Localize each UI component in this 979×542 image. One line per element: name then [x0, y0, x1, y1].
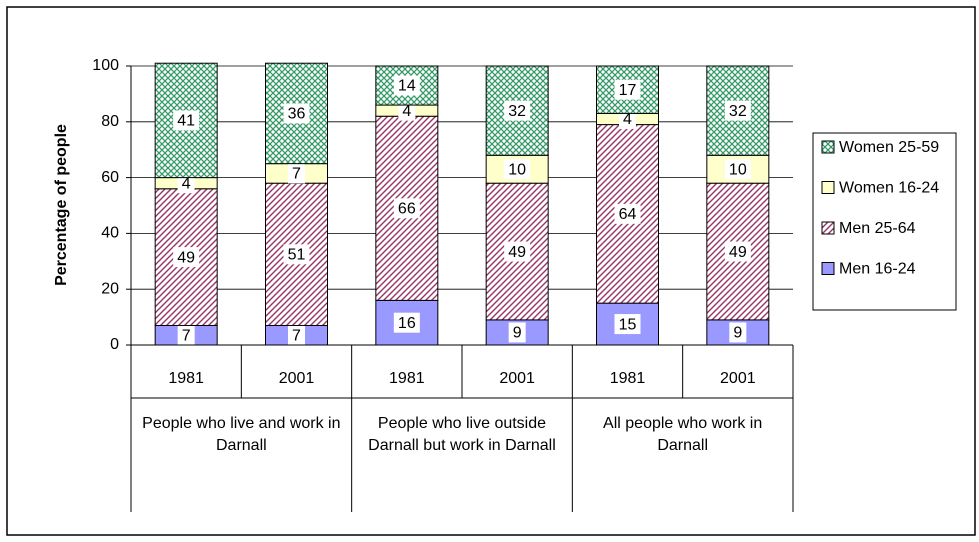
- data-label-bg: [619, 109, 636, 130]
- data-label: 7: [292, 166, 301, 183]
- data-label-bg: [177, 173, 195, 194]
- data-label-bg: [283, 103, 310, 124]
- data-label-bg: [614, 203, 641, 224]
- data-label: 36: [288, 106, 306, 123]
- data-label: 17: [619, 82, 637, 99]
- y-tick-label: 0: [110, 336, 119, 353]
- x-tick-label: 1981: [610, 370, 646, 387]
- data-label: 15: [619, 316, 637, 333]
- data-label: 49: [508, 244, 526, 261]
- x-tick-label: 2001: [279, 370, 315, 387]
- legend-label: Women 16-24: [839, 180, 939, 197]
- x-group-label: People who live and work in Darnall: [142, 415, 341, 454]
- legend-box: [812, 132, 957, 311]
- y-tick-label: 100: [92, 57, 119, 74]
- legend-label: Men 16-24: [839, 261, 916, 278]
- data-label: 16: [398, 315, 416, 332]
- data-label-bg: [173, 247, 200, 268]
- data-label-bg: [508, 322, 526, 343]
- x-tick-label: 2001: [720, 370, 756, 387]
- data-label-bg: [177, 325, 195, 346]
- data-label-bg: [393, 312, 420, 333]
- legend-swatch: [821, 181, 835, 194]
- y-tick-label: 40: [101, 225, 119, 242]
- y-tick-label: 20: [101, 280, 119, 297]
- data-label-bg: [504, 241, 531, 262]
- data-label: 49: [729, 244, 747, 261]
- data-label: 51: [288, 247, 306, 264]
- x-tick-label: 2001: [499, 370, 535, 387]
- data-label-bg: [288, 325, 305, 346]
- legend-swatch: [821, 221, 835, 235]
- data-label-bg: [504, 100, 531, 121]
- data-label: 41: [177, 113, 195, 130]
- data-label-bg: [393, 198, 420, 219]
- data-label: 64: [619, 206, 637, 223]
- data-label: 4: [182, 175, 191, 192]
- data-label: 9: [733, 325, 742, 342]
- data-label: 32: [508, 103, 526, 120]
- data-label-bg: [724, 241, 751, 262]
- data-label: 10: [729, 161, 747, 178]
- data-label-bg: [173, 110, 200, 131]
- y-axis-label: Percentage of people: [53, 124, 70, 286]
- data-label: 7: [182, 327, 191, 344]
- y-tick-label: 60: [101, 169, 119, 186]
- legend-label: Men 25-64: [839, 220, 916, 237]
- data-label-bg: [724, 159, 751, 180]
- data-label: 66: [398, 201, 416, 218]
- data-label: 4: [402, 103, 411, 120]
- data-label-bg: [729, 322, 747, 343]
- data-label: 4: [623, 111, 632, 128]
- x-tick-label: 1981: [389, 370, 425, 387]
- data-label: 7: [292, 327, 301, 344]
- data-label-bg: [504, 159, 531, 180]
- legend-swatch: [821, 140, 835, 154]
- data-label-bg: [724, 100, 751, 121]
- x-tick-label: 1981: [168, 370, 204, 387]
- data-label: 10: [508, 161, 526, 178]
- y-tick-label: 80: [101, 113, 119, 130]
- x-group-label: People who live outside Darnall but work…: [368, 415, 556, 454]
- data-label: 32: [729, 103, 747, 120]
- data-label-bg: [288, 163, 305, 184]
- data-label-bg: [393, 75, 420, 96]
- data-label-bg: [283, 244, 310, 265]
- data-label: 9: [513, 325, 522, 342]
- data-label: 14: [398, 78, 416, 95]
- data-label-bg: [614, 79, 641, 100]
- x-group-label: All people who work in Darnall: [603, 415, 763, 454]
- data-label-bg: [398, 100, 416, 121]
- legend-label: Women 25-59: [839, 139, 939, 156]
- data-label: 49: [177, 249, 195, 266]
- legend-swatch: [821, 262, 835, 275]
- bar-segment: [265, 62, 328, 165]
- data-label-bg: [614, 314, 641, 335]
